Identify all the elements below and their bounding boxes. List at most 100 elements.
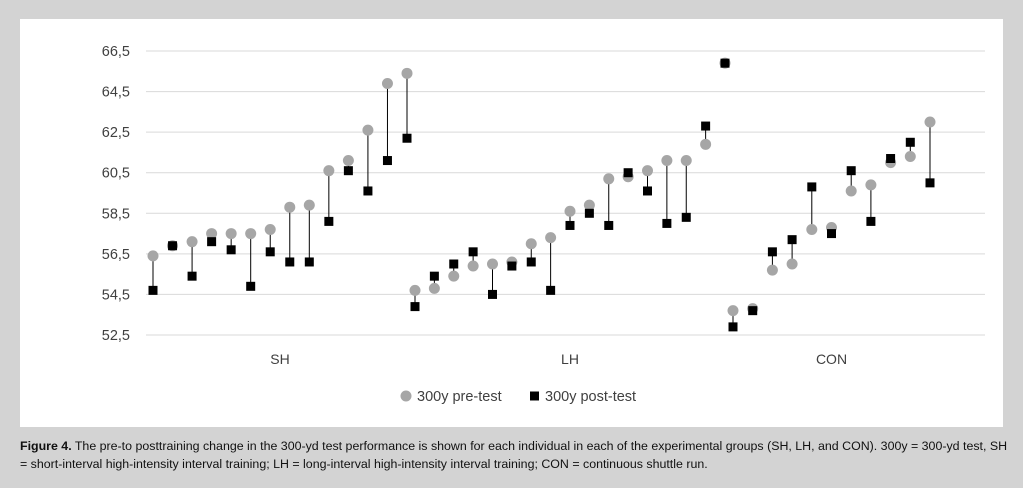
y-tick-label: 60,5 [102,166,130,182]
pre-test-point [428,282,440,294]
post-test-point [866,216,876,226]
pre-test-point [786,258,798,270]
post-test-point [565,220,575,230]
category-label: SH [270,351,289,367]
post-test-point [662,218,672,228]
pre-test-point [448,270,460,282]
pre-test-point [806,224,818,236]
figure-caption: Figure 4. The pre-to posttraining change… [20,438,1010,473]
pre-test-point [487,258,498,270]
pre-test-point [409,284,421,296]
y-axis-ticks: 66,5 64,5 62,5 60,5 58,5 56,5 54,5 52,5 [102,44,130,344]
y-tick-label: 58,5 [102,206,130,222]
pre-test-point [661,155,673,167]
y-tick-label: 52,5 [102,328,130,344]
pre-test-point [186,236,198,248]
pre-test-point [467,260,479,272]
pre-test-point [342,155,354,167]
post-test-point [846,166,856,176]
post-test-point [787,235,797,245]
legend-marker-circle [400,390,412,402]
post-test-point [449,259,459,269]
post-test-point [246,281,256,291]
post-test-point [925,178,935,188]
post-test-point [720,58,730,68]
caption-label: Figure 4. [20,439,72,453]
post-test-point [526,257,536,267]
post-test-points [148,58,935,332]
post-test-point [187,271,197,281]
y-tick-label: 56,5 [102,247,130,263]
pre-test-point [924,116,936,128]
pre-test-point [362,124,374,136]
pre-test-point [284,201,296,213]
post-test-point [681,212,691,222]
category-label: CON [816,351,847,367]
post-test-point [148,285,158,295]
pre-test-point [264,224,276,236]
post-test-point [584,208,594,218]
post-test-point [410,302,420,312]
pre-test-point [525,238,537,250]
y-tick-label: 64,5 [102,85,130,101]
pre-test-point [225,228,237,240]
y-tick-label: 66,5 [102,44,130,60]
post-test-point [507,261,517,271]
legend-item-pre-test: 300y pre-test [400,389,502,405]
pre-test-points [147,57,936,317]
pre-test-point [147,250,159,262]
scatter-chart: 66,5 64,5 62,5 60,5 58,5 56,5 54,5 52,5 SH LH CON… [102,44,985,405]
post-test-point [701,121,711,131]
pre-test-point [642,165,653,177]
post-test-point [324,216,334,226]
category-labels: SH LH CON [270,351,847,367]
legend-label: 300y post-test [545,389,636,405]
pre-test-point [700,138,712,150]
post-test-point [429,271,439,281]
post-test-point [343,166,353,176]
chart-panel: 66,5 64,5 62,5 60,5 58,5 56,5 54,5 52,5 SH LH CON… [20,19,1003,427]
post-test-point [604,220,614,230]
post-test-point [728,322,738,332]
legend-label: 300y pre-test [417,389,502,405]
post-test-point [643,186,652,196]
pre-test-point [381,77,393,89]
caption-text: The pre-to posttraining change in the 30… [20,439,1008,471]
connector-lines [152,73,931,327]
post-test-point [168,241,178,251]
post-test-point [382,156,392,166]
pre-test-point [845,185,857,197]
post-test-point [265,247,275,257]
post-test-point [886,154,896,164]
pre-test-point [603,173,615,185]
category-label: LH [561,351,579,367]
legend-item-post-test: 300y post-test [530,389,636,405]
post-test-point [623,168,633,178]
pre-test-point [680,155,692,167]
pre-test-point [323,165,335,177]
pre-test-point [303,199,315,211]
post-test-point [546,285,556,295]
post-test-point [905,137,915,147]
pre-test-point [583,199,595,211]
pre-test-point [245,228,257,240]
post-test-point [226,245,236,255]
post-test-point [363,186,373,196]
pre-test-point [727,305,739,317]
post-test-point [767,247,777,257]
legend-marker-square [530,391,539,401]
post-test-point [402,133,412,143]
post-test-point [827,229,836,239]
pre-test-point [564,205,576,217]
pre-test-point [904,150,916,162]
legend: 300y pre-test 300y post-test [400,389,636,405]
post-test-point [748,306,758,316]
gridlines [146,50,985,336]
post-test-point [807,182,817,192]
post-test-point [488,289,497,299]
pre-test-point [401,67,413,79]
post-test-point [468,247,478,257]
post-test-point [304,257,314,267]
pre-test-point [206,228,218,240]
